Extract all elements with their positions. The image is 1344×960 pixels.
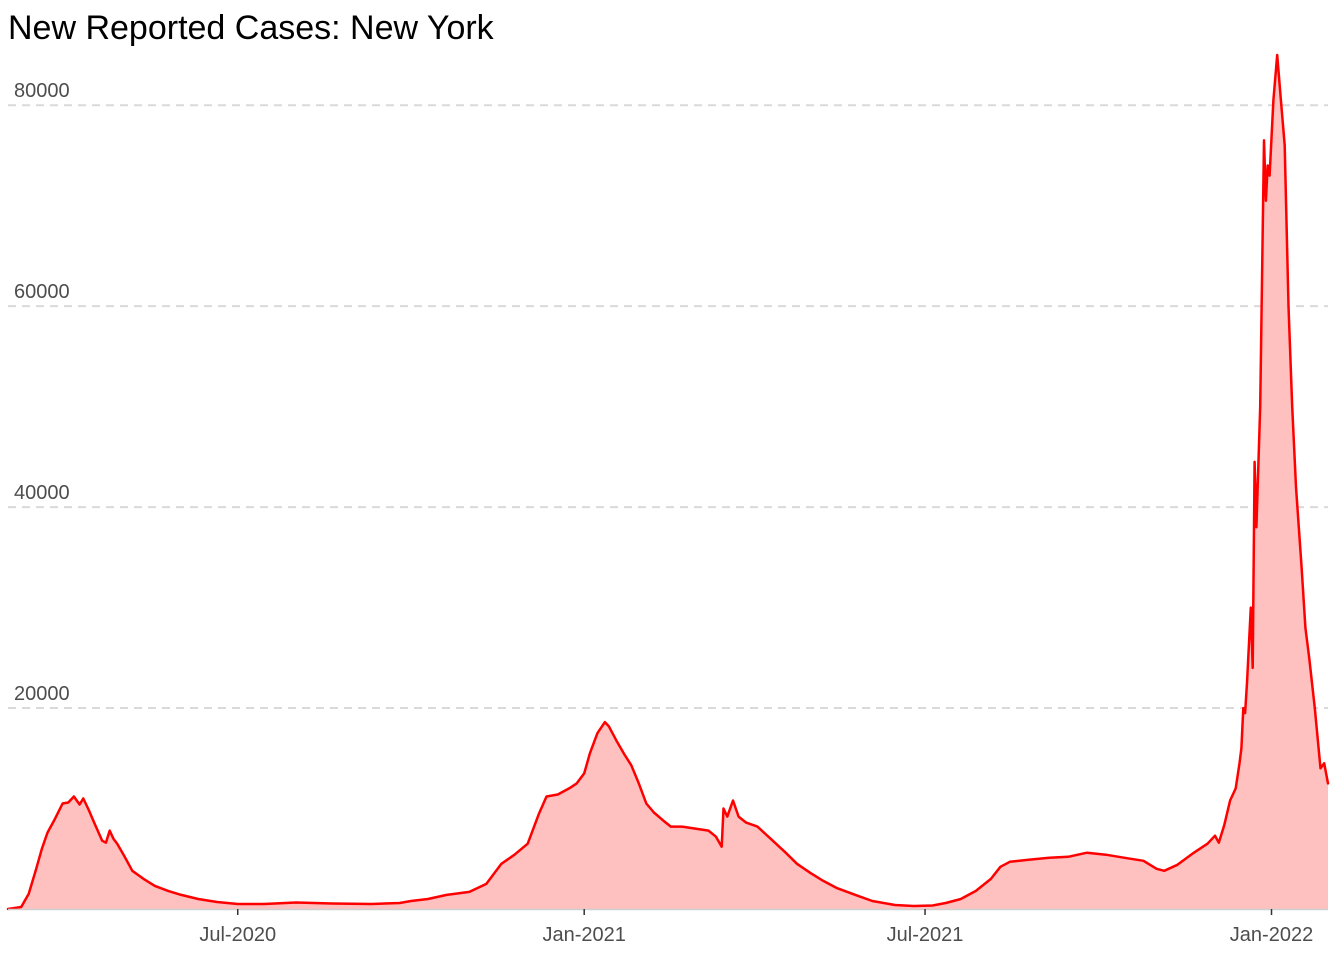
area-fill	[8, 55, 1328, 909]
plot-area	[6, 53, 1330, 911]
chart-title: New Reported Cases: New York	[8, 9, 494, 47]
x-tick-label: Jan-2021	[543, 924, 626, 946]
x-tick-label: Jan-2022	[1230, 924, 1313, 946]
y-tick-label: 40000	[14, 482, 70, 504]
series-line	[6, 53, 1330, 911]
x-axis: Jul-2020 Jan-2021 Jul-2021 Jan-2022	[8, 908, 1328, 946]
y-tick-label: 60000	[14, 281, 70, 303]
y-tick-label: 20000	[14, 683, 70, 705]
x-tick-label: Jul-2020	[199, 924, 276, 946]
y-axis-tick-labels: 20000 40000 60000 80000	[14, 80, 70, 705]
x-tick-label: Jul-2021	[887, 924, 964, 946]
y-tick-label: 80000	[14, 80, 70, 102]
gridlines	[8, 104, 1328, 710]
